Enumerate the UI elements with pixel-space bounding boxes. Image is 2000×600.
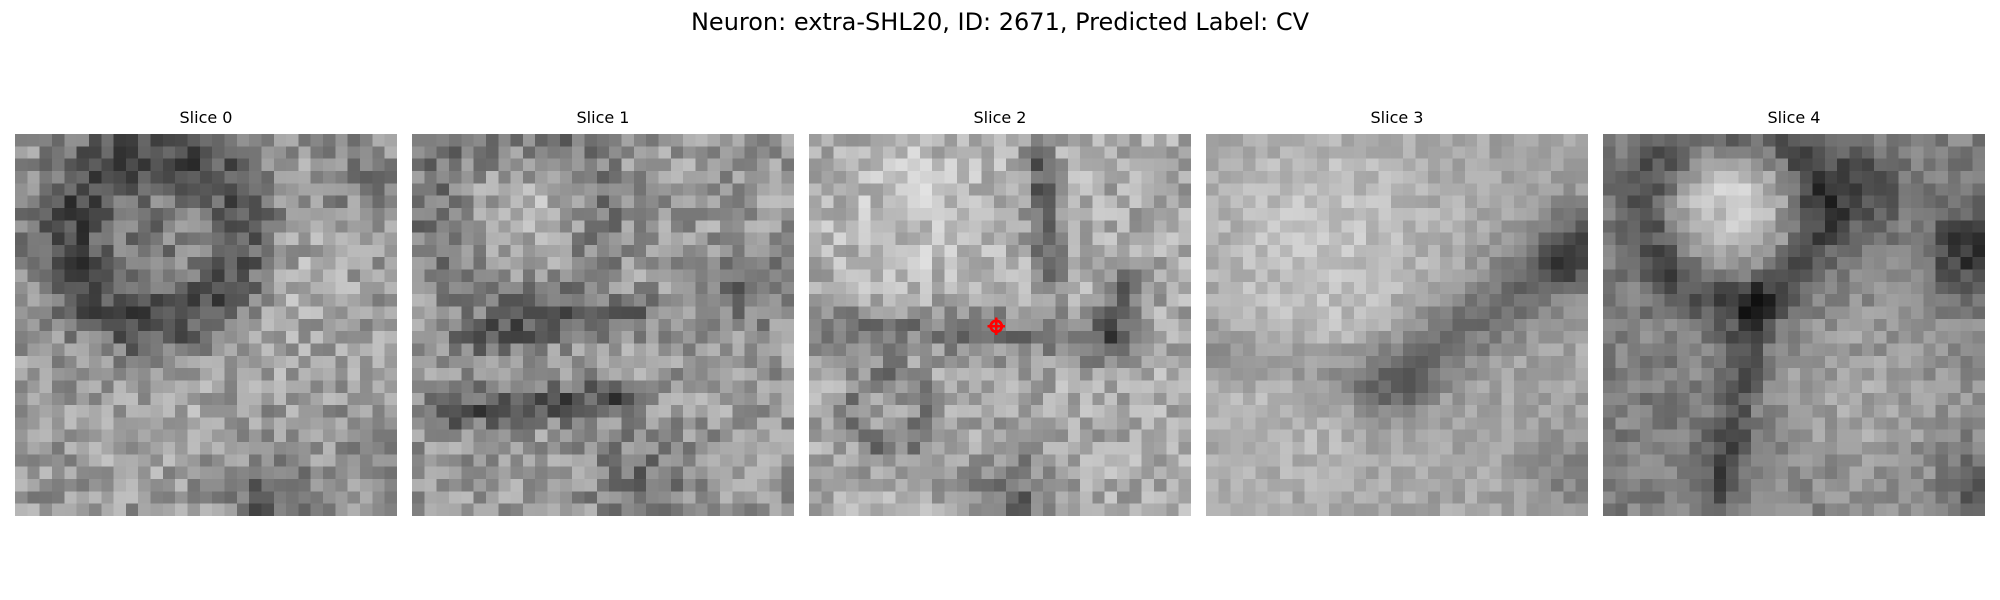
slice-panel-3: Slice 3 [1206, 107, 1588, 516]
slice-title: Slice 2 [973, 108, 1027, 127]
target-marker-icon [987, 317, 1005, 335]
figure-title: Neuron: extra-SHL20, ID: 2671, Predicted… [690, 8, 1310, 36]
slice-panel-1: Slice 1 [412, 107, 794, 516]
slice-panel-4: Slice 4 [1603, 107, 1985, 516]
slice-title: Slice 3 [1370, 108, 1424, 127]
slice-title: Slice 4 [1767, 108, 1821, 127]
slice-image-0 [15, 134, 397, 516]
slice-image-3 [1206, 134, 1588, 516]
slice-panel-2: Slice 2 [809, 107, 1191, 516]
slice-title: Slice 0 [179, 108, 233, 127]
slice-title: Slice 1 [576, 108, 630, 127]
slice-image-2 [809, 134, 1191, 516]
slice-panel-0: Slice 0 [15, 107, 397, 516]
slice-image-4 [1603, 134, 1985, 516]
slice-image-1 [412, 134, 794, 516]
